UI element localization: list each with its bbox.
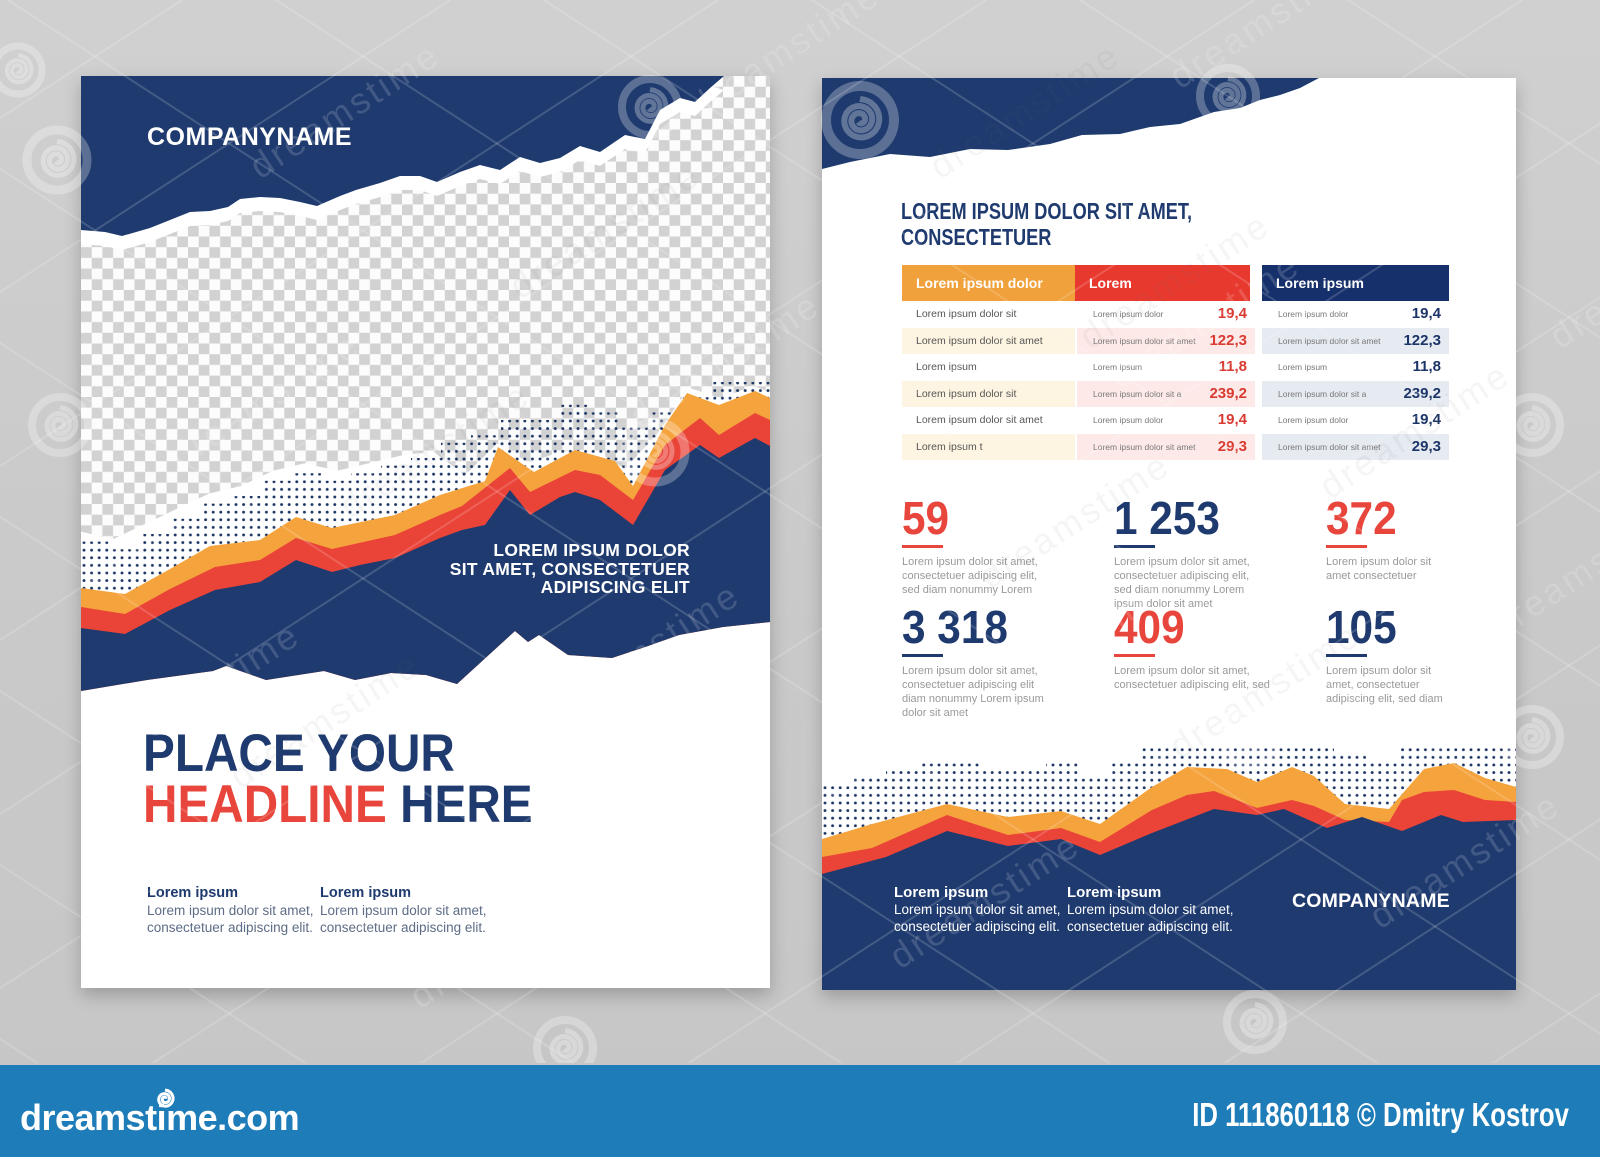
svg-text:dreamstime: dreamstime — [1542, 204, 1600, 357]
